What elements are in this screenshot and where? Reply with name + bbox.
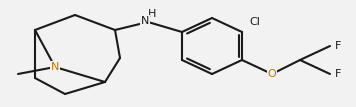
- Text: N: N: [51, 62, 59, 72]
- Text: F: F: [335, 69, 341, 79]
- Text: Cl: Cl: [250, 17, 261, 27]
- Text: N: N: [141, 16, 149, 26]
- Text: F: F: [335, 41, 341, 51]
- Text: O: O: [268, 69, 276, 79]
- Text: H: H: [148, 9, 156, 19]
